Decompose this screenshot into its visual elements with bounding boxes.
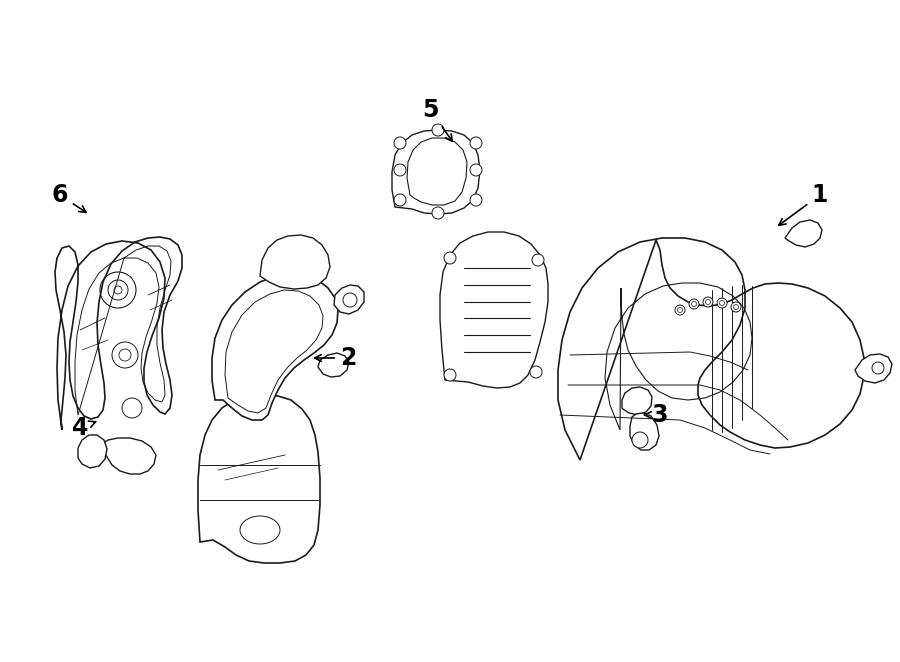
Circle shape: [432, 207, 444, 219]
Polygon shape: [198, 395, 320, 563]
Polygon shape: [78, 435, 107, 468]
Circle shape: [343, 293, 357, 307]
Circle shape: [675, 305, 685, 315]
Circle shape: [470, 164, 482, 176]
Text: 6: 6: [52, 183, 86, 213]
Circle shape: [632, 432, 648, 448]
Circle shape: [872, 362, 884, 374]
Polygon shape: [855, 354, 892, 383]
Text: 5: 5: [422, 98, 453, 141]
Polygon shape: [785, 220, 822, 247]
Circle shape: [444, 369, 456, 381]
Text: 1: 1: [778, 183, 828, 225]
Circle shape: [731, 302, 741, 312]
Circle shape: [444, 252, 456, 264]
Text: 4: 4: [72, 416, 95, 440]
Circle shape: [394, 137, 406, 149]
Polygon shape: [392, 130, 480, 214]
Circle shape: [689, 299, 699, 309]
Circle shape: [432, 124, 444, 136]
Polygon shape: [318, 353, 349, 377]
Circle shape: [470, 194, 482, 206]
Text: 2: 2: [315, 346, 356, 370]
Polygon shape: [440, 232, 548, 388]
Circle shape: [470, 137, 482, 149]
Polygon shape: [558, 238, 864, 460]
Circle shape: [394, 194, 406, 206]
Polygon shape: [630, 413, 659, 450]
Circle shape: [394, 164, 406, 176]
Text: 3: 3: [644, 403, 668, 427]
Circle shape: [717, 298, 727, 308]
Circle shape: [703, 297, 713, 307]
Polygon shape: [55, 237, 182, 430]
Polygon shape: [622, 387, 652, 415]
Polygon shape: [212, 274, 338, 420]
Polygon shape: [100, 438, 156, 474]
Circle shape: [530, 366, 542, 378]
Circle shape: [532, 254, 544, 266]
Polygon shape: [260, 235, 330, 289]
Polygon shape: [334, 285, 364, 314]
